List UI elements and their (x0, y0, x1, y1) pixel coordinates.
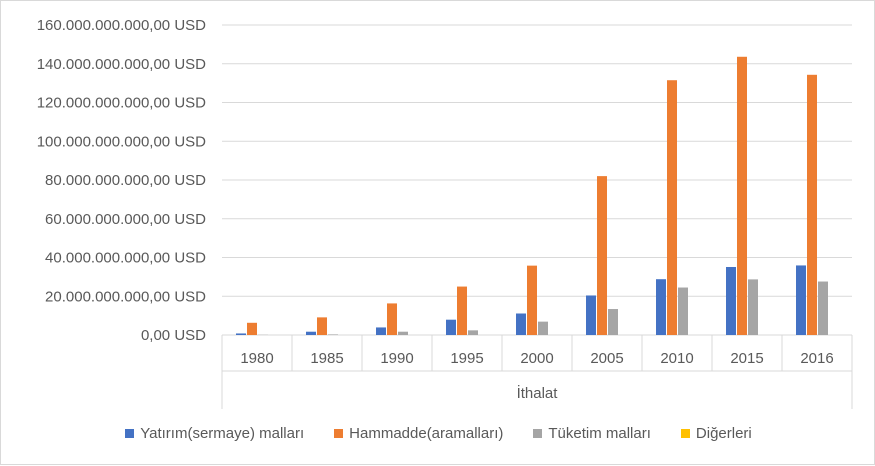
y-tick-label: 100.000.000.000,00 USD (37, 133, 206, 150)
bar (667, 80, 677, 335)
bar (306, 332, 316, 335)
legend-label: Hammadde(aramalları) (349, 425, 503, 442)
bar (796, 265, 806, 335)
legend-item: Tüketim malları (533, 425, 651, 442)
legend-item: Diğerleri (681, 425, 752, 442)
bar (247, 323, 257, 335)
bar (818, 282, 828, 335)
bar (527, 266, 537, 335)
bar (376, 327, 386, 335)
bar (678, 288, 688, 335)
bar (737, 57, 747, 335)
y-tick-label: 0,00 USD (141, 327, 206, 344)
bar (398, 332, 408, 335)
x-tick-label: 1985 (310, 350, 343, 367)
legend-swatch (533, 429, 542, 438)
legend-item: Hammadde(aramalları) (334, 425, 503, 442)
bar (748, 279, 758, 335)
legend-label: Diğerleri (696, 425, 752, 442)
y-tick-label: 80.000.000.000,00 USD (45, 172, 206, 189)
x-tick-label: 1980 (240, 350, 273, 367)
legend-item: Yatırım(sermaye) malları (125, 425, 304, 442)
legend-swatch (681, 429, 690, 438)
y-tick-label: 120.000.000.000,00 USD (37, 95, 206, 112)
bar (516, 313, 526, 335)
y-tick-label: 40.000.000.000,00 USD (45, 250, 206, 267)
legend-swatch (334, 429, 343, 438)
x-tick-label: 1995 (450, 350, 483, 367)
legend: Yatırım(sermaye) malları Hammadde(aramall… (1, 425, 875, 442)
bar (236, 333, 246, 335)
x-tick-label: 2000 (520, 350, 553, 367)
bar (468, 330, 478, 335)
legend-label: Tüketim malları (548, 425, 651, 442)
bar (328, 334, 338, 335)
bar (586, 295, 596, 335)
bar (457, 287, 467, 335)
bar (807, 75, 817, 335)
bar (538, 322, 548, 335)
x-tick-label: 2010 (660, 350, 693, 367)
legend-label: Yatırım(sermaye) malları (140, 425, 304, 442)
x-tick-label: 1990 (380, 350, 413, 367)
y-tick-label: 140.000.000.000,00 USD (37, 56, 206, 73)
bar (387, 303, 397, 335)
y-tick-label: 60.000.000.000,00 USD (45, 211, 206, 228)
bar (726, 267, 736, 335)
x-tick-label: 2016 (800, 350, 833, 367)
x-tick-label: 2005 (590, 350, 623, 367)
bar (597, 176, 607, 335)
y-tick-label: 160.000.000.000,00 USD (37, 17, 206, 34)
bar (608, 309, 618, 335)
y-tick-label: 20.000.000.000,00 USD (45, 288, 206, 305)
bar (317, 317, 327, 335)
x-group-label: İthalat (517, 384, 559, 402)
bar (656, 279, 666, 335)
legend-swatch (125, 429, 134, 438)
x-tick-label: 2015 (730, 350, 763, 367)
bar (446, 320, 456, 335)
